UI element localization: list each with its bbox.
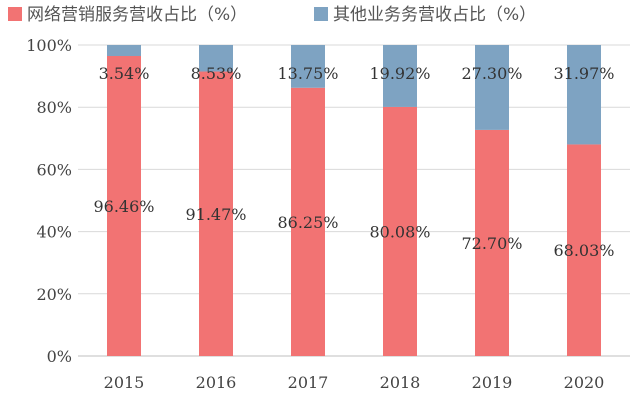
bar-segment-online-marketing xyxy=(291,87,325,356)
bar-segment-online-marketing xyxy=(475,129,509,356)
y-tick-label: 100% xyxy=(26,36,72,55)
data-label-online-marketing: 80.08% xyxy=(369,222,430,241)
x-tick-label: 2015 xyxy=(104,373,145,392)
data-label-other-business: 13.75% xyxy=(277,64,338,83)
y-tick-label: 20% xyxy=(36,285,72,304)
bar-segment-online-marketing xyxy=(199,71,233,357)
data-label-other-business: 31.97% xyxy=(553,64,614,83)
bars: 96.46% 3.54% 91.47% 8.53% 86.25% 13.75% 80.08%… xyxy=(93,45,615,357)
bar-segment-online-marketing xyxy=(383,106,417,356)
data-label-online-marketing: 68.03% xyxy=(553,241,614,260)
legend-swatch-online-marketing xyxy=(8,7,22,21)
bar-segment-online-marketing xyxy=(567,144,601,356)
y-tick-label: 40% xyxy=(36,223,72,242)
x-tick-label: 2019 xyxy=(472,373,513,392)
bar-segment-other-business xyxy=(475,45,509,130)
data-label-online-marketing: 72.70% xyxy=(461,234,522,253)
legend-label-online-marketing: 网络营销服务营收占比（%） xyxy=(27,5,247,25)
x-axis: 2015 2016 2017 2018 2019 2020 xyxy=(104,373,605,392)
y-tick-label: 0% xyxy=(47,347,72,366)
bar-segment-other-business xyxy=(291,45,325,88)
x-tick-label: 2018 xyxy=(380,373,421,392)
data-label-other-business: 3.54% xyxy=(99,64,150,83)
data-label-online-marketing: 86.25% xyxy=(277,213,338,232)
gridlines xyxy=(78,44,630,357)
bar-segment-other-business xyxy=(383,45,417,107)
legend: 网络营销服务营收占比（%） 其他业务务营收占比（%） xyxy=(8,5,536,25)
x-tick-label: 2016 xyxy=(196,373,237,392)
data-label-other-business: 19.92% xyxy=(369,64,430,83)
bar-segment-other-business xyxy=(107,45,141,57)
bar-segment-other-business xyxy=(199,45,233,72)
y-tick-label: 80% xyxy=(36,98,72,117)
bar-segment-online-marketing xyxy=(107,56,141,356)
data-label-other-business: 27.30% xyxy=(461,64,522,83)
y-tick-label: 60% xyxy=(36,160,72,179)
legend-swatch-other-business xyxy=(314,7,328,21)
y-axis: 0% 20% 40% 60% 80% 100% xyxy=(26,36,72,366)
legend-label-other-business: 其他业务务营收占比（%） xyxy=(333,5,536,25)
x-tick-label: 2017 xyxy=(288,373,329,392)
x-tick-label: 2020 xyxy=(564,373,605,392)
data-label-online-marketing: 91.47% xyxy=(185,205,246,224)
bar-segment-other-business xyxy=(567,45,601,145)
data-label-other-business: 8.53% xyxy=(191,64,242,83)
data-label-online-marketing: 96.46% xyxy=(93,197,154,216)
